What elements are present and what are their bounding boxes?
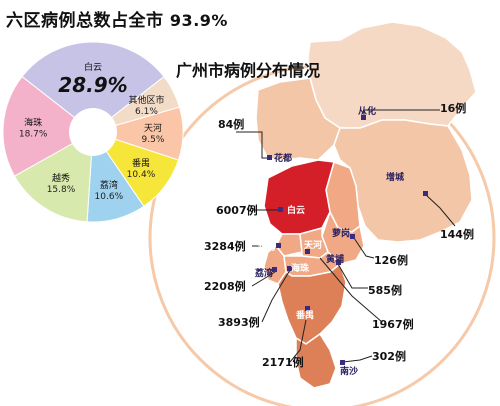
district-name-huadu: 花都 <box>274 152 292 164</box>
marker-baiyun <box>278 207 283 212</box>
pie-slice-name-6: 海珠 <box>24 116 42 128</box>
pie-slice-6 <box>2 75 94 177</box>
count-baiyun: 6007例 <box>216 203 258 217</box>
region-huadu <box>255 77 341 161</box>
pie-slice-name-0: 白云 <box>84 61 102 73</box>
leader-tianhe <box>319 257 383 323</box>
district-name-haizhu: 海珠 <box>291 262 310 274</box>
pie-slice-0 <box>21 41 165 133</box>
count-panyu: 2171例 <box>262 355 304 369</box>
pie-slice-5 <box>13 131 94 223</box>
pie-slice-name-5: 越秀 <box>52 172 70 184</box>
district-name-huangpu: 黄埔 <box>326 253 344 265</box>
district-name-tianhe: 天河 <box>304 239 322 251</box>
pie-center-hole <box>69 108 117 156</box>
pie-slices <box>2 41 184 223</box>
marker-haizhu <box>287 266 292 271</box>
pie-slice-name-3: 番禺 <box>132 157 150 169</box>
district-name-zengcheng: 增城 <box>386 171 404 183</box>
headline-text: 六区病例总数占全市 <box>6 11 164 31</box>
marker-panyu <box>305 306 310 311</box>
map-title: 广州市病例分布情况 <box>176 61 320 80</box>
pie-slice-value-3: 10.4% <box>127 170 156 180</box>
count-haizhu: 3893例 <box>218 315 260 329</box>
leader-huangpu <box>337 263 368 289</box>
leader-zengcheng <box>424 193 456 227</box>
count-yuexiu: 3284例 <box>204 239 246 253</box>
leader-huadu <box>236 131 270 159</box>
region-nansha <box>295 332 337 389</box>
pie-slice-name-1: 其他区市 <box>128 94 164 106</box>
leader-panyu <box>289 319 307 363</box>
district-name-liwan: 荔湾 <box>254 267 273 279</box>
district-markers <box>267 115 428 365</box>
pie-slice-name-2: 天河 <box>144 122 162 134</box>
district-name-luogang: 萝岗 <box>332 227 350 239</box>
marker-liwan <box>272 267 277 272</box>
count-liwan: 2208例 <box>204 279 246 293</box>
marker-conghua <box>361 115 366 120</box>
marker-zengcheng <box>423 191 428 196</box>
marker-tianhe <box>305 249 310 254</box>
leader-nansha <box>342 355 373 363</box>
pie-slice-value-5: 15.8% <box>47 185 76 195</box>
headline: 六区病例总数占全市 93.9% <box>6 6 316 31</box>
leader-liwan <box>251 271 276 287</box>
count-huangpu: 585例 <box>368 283 402 297</box>
count-nansha: 302例 <box>372 349 406 363</box>
district-name-nansha: 南沙 <box>340 365 358 377</box>
count-conghua: 16例 <box>440 101 466 115</box>
district-name-conghua: 从化 <box>358 105 376 117</box>
pie-slice-value-4: 10.6% <box>95 192 124 202</box>
pie-slice-name-4: 荔湾 <box>100 179 118 191</box>
marker-nansha <box>340 360 345 365</box>
count-zengcheng: 144例 <box>440 227 474 241</box>
district-name-yuexiu: 越秀 <box>257 241 276 253</box>
marker-huangpu <box>336 260 341 265</box>
district-name-panyu: 番禺 <box>295 309 314 321</box>
pie-slice-value-2: 9.5% <box>142 135 165 145</box>
region-panyu <box>277 262 347 345</box>
pie-slice-value-6: 18.7% <box>19 129 48 139</box>
leader-haizhu <box>261 269 291 323</box>
count-huadu: 84例 <box>218 117 244 131</box>
district-name-baiyun: 白云 <box>287 204 305 216</box>
marker-yuexiu <box>276 243 281 248</box>
count-luogang: 126例 <box>374 253 408 267</box>
headline-value: 93.9% <box>169 11 228 30</box>
marker-luogang <box>350 234 355 239</box>
count-tianhe: 1967例 <box>372 317 414 331</box>
region-baiyun <box>263 159 335 235</box>
pie-slice-value-1: 6.1% <box>135 107 158 117</box>
leader-luogang <box>353 237 375 259</box>
pie-slice-value-0: 28.9% <box>58 73 127 97</box>
marker-huadu <box>267 155 272 160</box>
